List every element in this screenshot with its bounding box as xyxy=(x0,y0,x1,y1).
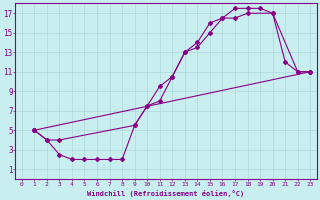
X-axis label: Windchill (Refroidissement éolien,°C): Windchill (Refroidissement éolien,°C) xyxy=(87,190,244,197)
